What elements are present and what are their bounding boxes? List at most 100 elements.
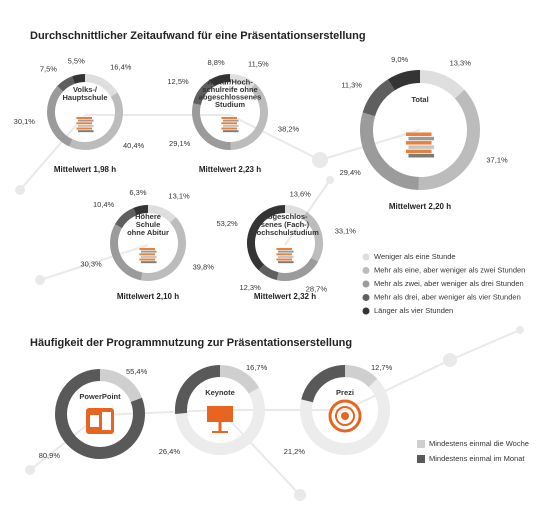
legend-label: Mehr als drei, aber weniger als vier Stu… bbox=[374, 292, 521, 301]
value-label: 12,5% bbox=[167, 77, 189, 86]
book bbox=[77, 119, 95, 123]
book bbox=[220, 127, 238, 130]
mean-label: Mittelwert 2,20 h bbox=[389, 202, 451, 211]
book bbox=[140, 250, 158, 254]
legend-label: Mehr als eine, aber weniger als zwei Stu… bbox=[374, 265, 525, 274]
value-label: 16,7% bbox=[246, 363, 268, 372]
value-label: 5,5% bbox=[68, 57, 85, 66]
book bbox=[405, 140, 432, 145]
book bbox=[408, 153, 435, 158]
value-label: 6,3% bbox=[129, 188, 146, 197]
donut-label: Hauptschule bbox=[62, 93, 107, 102]
book bbox=[75, 121, 93, 125]
donut-segment bbox=[219, 365, 260, 394]
mean-label: Mittelwert 2,10 h bbox=[117, 292, 179, 301]
value-label: 13,6% bbox=[290, 189, 312, 198]
app-icon-base bbox=[212, 431, 228, 433]
donut-segment bbox=[419, 70, 465, 99]
book bbox=[277, 260, 294, 264]
book bbox=[277, 250, 294, 254]
donut-segment bbox=[115, 207, 137, 229]
book bbox=[138, 258, 156, 261]
donut-label: Studium bbox=[215, 100, 245, 109]
donut-label: Höhere bbox=[135, 212, 161, 221]
legend-label: Mehr als zwei, aber weniger als drei Stu… bbox=[374, 279, 524, 288]
value-label: 12,7% bbox=[371, 363, 393, 372]
app-icon-inner bbox=[335, 406, 355, 426]
book bbox=[75, 116, 93, 120]
donut-segment bbox=[84, 74, 118, 97]
book bbox=[220, 121, 238, 125]
section-title: Durchschnittlicher Zeitaufwand für eine … bbox=[30, 30, 366, 42]
mean-label: Mittelwert 1,98 h bbox=[54, 165, 116, 174]
app-icon-page bbox=[102, 412, 111, 430]
donut-label: Volks-/ bbox=[73, 85, 98, 94]
book bbox=[77, 124, 95, 128]
legend-marker bbox=[362, 307, 370, 315]
mean-label: Mittelwert 2,23 h bbox=[199, 165, 261, 174]
donut-segment bbox=[276, 257, 319, 281]
donut-label: schulreife ohne bbox=[202, 85, 257, 94]
donut-segment bbox=[301, 365, 346, 403]
legend-marker bbox=[417, 440, 425, 448]
value-label: 9,0% bbox=[391, 55, 408, 64]
book bbox=[276, 258, 293, 261]
legend-label: Mindestens einmal die Woche bbox=[429, 439, 529, 448]
donut-segment bbox=[133, 205, 149, 216]
value-label: 29,1% bbox=[169, 139, 191, 148]
app-icon bbox=[207, 406, 233, 422]
book bbox=[276, 247, 293, 251]
value-label: 11,3% bbox=[341, 81, 362, 90]
app-name: PowerPoint bbox=[79, 392, 121, 401]
book bbox=[140, 255, 158, 259]
app-name: Prezi bbox=[336, 388, 354, 397]
value-label: 33,1% bbox=[335, 227, 357, 236]
donut-segment bbox=[193, 79, 215, 106]
donut-segment bbox=[147, 205, 176, 223]
donut-segment bbox=[72, 74, 86, 84]
book bbox=[277, 255, 294, 259]
donut-segment bbox=[229, 74, 256, 90]
mean-label: Mittelwert 2,32 h bbox=[254, 292, 316, 301]
legend-label: Mindestens einmal im Monat bbox=[429, 454, 525, 463]
donut-label: Abgeschlos- bbox=[262, 212, 308, 221]
legend-marker bbox=[362, 280, 370, 288]
donut-segment bbox=[47, 86, 73, 147]
value-label: 16,4% bbox=[110, 63, 132, 72]
app-name: Keynote bbox=[205, 388, 235, 397]
books-icon bbox=[75, 116, 95, 133]
books-icon bbox=[276, 247, 294, 264]
app-icon-glyph bbox=[90, 415, 99, 427]
legend-marker bbox=[362, 267, 370, 274]
value-label: 8,8% bbox=[208, 58, 225, 67]
value-label: 80,9% bbox=[39, 451, 61, 460]
donut-segment bbox=[344, 365, 378, 388]
donut-segment bbox=[362, 79, 396, 117]
book bbox=[276, 252, 293, 256]
books-icon bbox=[138, 247, 158, 264]
value-label: 11,5% bbox=[248, 59, 269, 68]
app-icon-stand bbox=[218, 422, 222, 432]
donut-segment bbox=[258, 264, 279, 281]
donut-segment bbox=[247, 205, 286, 271]
book bbox=[220, 116, 238, 120]
book bbox=[405, 132, 432, 137]
donut-segment bbox=[110, 224, 143, 281]
donut-segment bbox=[418, 89, 480, 190]
donut-segment bbox=[284, 205, 307, 219]
value-label: 29,4% bbox=[340, 168, 362, 177]
app-icon bbox=[328, 399, 362, 433]
book bbox=[222, 124, 240, 128]
value-label: 28,7% bbox=[306, 285, 328, 294]
donut-segment bbox=[140, 217, 186, 281]
value-label: 38,2% bbox=[278, 124, 300, 133]
value-label: 40,4% bbox=[123, 141, 145, 150]
donut-label: Total bbox=[411, 95, 428, 104]
donut-label: abgeschlossenes bbox=[199, 93, 262, 102]
book bbox=[222, 129, 240, 133]
section-title: Häufigkeit der Programmnutzung zur Präse… bbox=[30, 337, 352, 349]
books-icon bbox=[220, 116, 240, 133]
donut-segment bbox=[230, 83, 268, 150]
donut-segment bbox=[175, 365, 221, 414]
